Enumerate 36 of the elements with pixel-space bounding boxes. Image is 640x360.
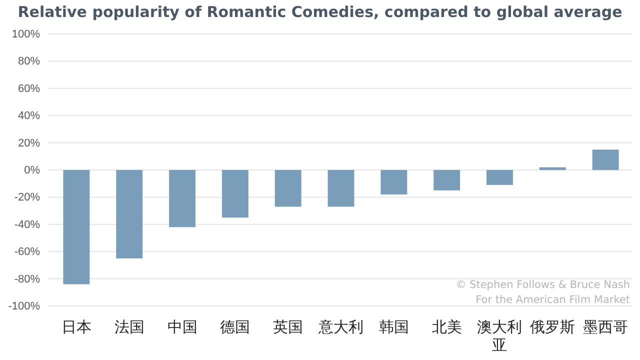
y-tick-label: -40% bbox=[14, 218, 40, 231]
y-tick-label: 80% bbox=[18, 56, 40, 68]
y-tick-label: 60% bbox=[18, 82, 40, 95]
chart-title: Relative popularity of Romantic Comedies, compared to global average bbox=[18, 3, 622, 21]
x-tick-label: 墨西哥 bbox=[583, 318, 628, 336]
y-tick-label: 100% bbox=[12, 28, 40, 41]
bar bbox=[592, 150, 619, 170]
bar bbox=[434, 170, 460, 190]
y-tick-label: -100% bbox=[8, 300, 40, 313]
x-tick-label: 中国 bbox=[167, 318, 198, 336]
y-tick-label: -80% bbox=[14, 273, 40, 286]
bar bbox=[486, 170, 513, 185]
x-tick-label: 德国 bbox=[220, 318, 250, 336]
y-tick-label: 20% bbox=[18, 137, 40, 150]
y-tick-label: -60% bbox=[14, 246, 40, 258]
bar bbox=[63, 170, 90, 284]
x-tick-label: 北美 bbox=[432, 318, 462, 336]
y-tick-label: -20% bbox=[14, 192, 40, 204]
x-tick-label: 日本 bbox=[61, 318, 92, 336]
bar bbox=[222, 170, 248, 218]
x-tick-label: 英国 bbox=[273, 318, 304, 336]
annotation: For the American Film Market bbox=[476, 294, 630, 306]
bar bbox=[116, 170, 143, 258]
bar bbox=[539, 167, 566, 170]
annotation: © Stephen Follows & Bruce Nash bbox=[456, 279, 630, 291]
bar bbox=[380, 170, 408, 194]
x-tick-label: 意大利 bbox=[318, 318, 364, 336]
y-tick-label: 0% bbox=[24, 164, 40, 177]
bar bbox=[169, 170, 196, 228]
x-tick-label: 韩国 bbox=[378, 318, 409, 336]
x-tick-label: 法国 bbox=[114, 318, 144, 336]
y-tick-label: 40% bbox=[18, 110, 40, 122]
x-tick-label: 俄罗斯 bbox=[530, 318, 576, 336]
x-tick-label: 澳大利亚 bbox=[477, 318, 522, 354]
bar bbox=[274, 170, 302, 207]
bar bbox=[328, 170, 354, 207]
